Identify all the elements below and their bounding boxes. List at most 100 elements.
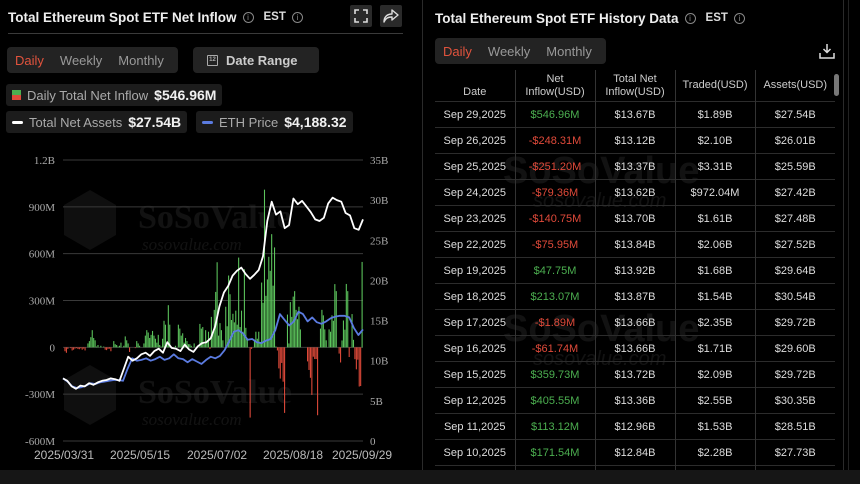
cell-net-inflow: $213.07M [515,283,596,310]
tab-monthly[interactable]: Monthly [118,52,164,68]
table-row[interactable]: Sep 17,2025 -$1.89M $13.66B $2.35B $29.72B [435,309,835,336]
inflow-bar [282,347,284,382]
watermark-site: sosovalue.com [142,410,242,429]
inflow-bar [265,295,267,348]
table-row[interactable]: Sep 16,2025 -$61.74M $13.66B $1.71B $29.60B [435,335,835,362]
col-header-net-inflow[interactable]: Net Inflow(USD) [515,70,596,102]
cell-date: Sep 24,2025 [435,179,516,206]
table-row[interactable]: Sep 29,2025 $546.96M $13.67B $1.89B $27.54B [435,101,835,128]
table-row[interactable]: Sep 10,2025 $171.54M $12.84B $2.28B $27.73B [435,439,835,466]
y-right-tick: 5B [370,396,383,408]
table-row[interactable]: Sep 15,2025 $359.73M $13.72B $2.09B $29.72B [435,361,835,388]
tab-monthly[interactable]: Monthly [546,43,592,59]
inflow-bar [238,257,240,348]
inflow-bar [325,340,327,348]
inflow-bar [153,335,155,348]
cell-net-inflow: $171.54M [515,439,596,466]
x-tick-label: 2025/08/18 [263,448,324,462]
inflow-bar [298,306,300,348]
cell-assets: $28.51B [755,413,835,440]
inflow-bar [139,345,141,348]
inflow-bar [84,347,86,351]
inflow-bar [209,347,211,349]
inflow-bar [284,347,286,413]
date-range-button[interactable]: 12 Date Range [193,47,319,73]
cell-date: Sep 23,2025 [435,205,516,232]
legend-value: $4,188.32 [284,114,347,130]
info-icon[interactable]: i [684,12,696,24]
col-header-assets[interactable]: Assets(USD) [763,78,828,91]
right-edge [848,0,860,470]
cell-date: Sep 18,2025 [435,283,516,310]
table-row[interactable]: Sep 9,2025$44.16M$12.67B$1.29B$27.39B [435,465,835,470]
table-row[interactable]: Sep 23,2025 -$140.75M $13.70B $1.61B $27.48B [435,205,835,232]
history-table: Date Net Inflow(USD) Total Net Inflow(USD)… [435,70,835,470]
table-row[interactable]: Sep 11,2025 $113.12M $12.96B $1.53B $28.51B [435,413,835,440]
y-right-tick: 20B [370,275,388,287]
inflow-bar [255,331,257,348]
net-inflow-chart[interactable]: SoSoValuesosovalue.comSoSoValuesosovalue… [0,140,410,450]
inflow-bar [149,337,151,348]
inflow-bar [220,330,222,348]
tab-weekly[interactable]: Weekly [487,43,531,59]
inflow-bar [144,335,146,348]
cell-net-inflow: -$75.95M [515,231,596,258]
inflow-bar [263,189,266,348]
inflow-bar [113,341,115,348]
tab-daily[interactable]: Daily [443,43,472,59]
cell-assets: $27.39B [755,465,835,470]
col-header-date[interactable]: Date [435,70,516,102]
cell-date: Sep 15,2025 [435,361,516,388]
table-row[interactable]: Sep 25,2025 -$251.20M $13.37B $3.31B $25.59B [435,153,835,180]
inflow-bar [340,347,342,363]
inflow-bar [228,275,230,348]
cell-assets: $29.72B [755,361,835,388]
table-header-row: Date Net Inflow(USD) Total Net Inflow(USD)… [435,70,835,102]
cell-assets: $25.59B [755,153,835,180]
table-scrollbar[interactable] [834,74,839,96]
tab-daily[interactable]: Daily [15,52,44,68]
net-assets-swatch-icon [12,120,23,124]
cell-total-net-inflow: $12.67B [595,465,676,470]
table-row[interactable]: Sep 12,2025 $405.55M $13.36B $2.55B $30.35B [435,387,835,414]
inflow-bar [78,347,80,350]
download-icon[interactable] [819,43,835,59]
legend-daily-inflow[interactable]: Daily Total Net Inflow $546.96M [6,84,223,106]
table-row[interactable]: Sep 26,2025 -$248.31M $13.12B $2.10B $26.01B [435,127,835,154]
cell-total-net-inflow: $13.66B [595,309,676,336]
cell-net-inflow: -$1.89M [515,309,596,336]
timezone-info-icon[interactable]: i [733,12,745,24]
x-tick-label: 2025/09/29 [332,448,393,462]
info-icon[interactable]: i [242,11,254,23]
inflow-bar [219,323,221,348]
tab-weekly[interactable]: Weekly [59,52,103,68]
cell-traded: $2.06B [675,231,756,258]
inflow-bar [271,234,273,348]
cell-net-inflow: -$251.20M [515,153,596,180]
cell-date: Sep 17,2025 [435,309,516,336]
cell-date: Sep 16,2025 [435,335,516,362]
table-row[interactable]: Sep 24,2025 -$79.36M $13.62B $972.04M $27.42… [435,179,835,206]
inflow-bar [182,333,184,348]
timezone-info-icon[interactable]: i [291,11,303,23]
legend-eth-price[interactable]: ETH Price $4,188.32 [196,111,353,133]
inflow-bar [331,315,333,348]
inflow-bar [344,329,346,348]
inflow-bar [206,340,208,348]
fullscreen-button[interactable] [350,5,372,27]
cell-assets: $27.52B [755,231,835,258]
inflow-bar [296,319,299,348]
inflow-bar [205,330,207,348]
col-header-traded[interactable]: Traded(USD) [675,70,756,102]
inflow-bar [230,320,233,348]
inflow-bar [307,347,309,362]
inflow-bar [156,342,158,348]
table-row[interactable]: Sep 18,2025 $213.07M $13.87B $1.54B $30.54B [435,283,835,310]
table-row[interactable]: Sep 19,2025 $47.75M $13.92B $1.68B $29.64B [435,257,835,284]
history-table-container[interactable]: Date Net Inflow(USD) Total Net Inflow(USD)… [435,70,835,470]
table-row[interactable]: Sep 22,2025 -$75.95M $13.84B $2.06B $27.52B [435,231,835,258]
legend-value: $546.96M [154,87,217,103]
legend-net-assets[interactable]: Total Net Assets $27.54B [6,111,188,133]
col-header-total-net-inflow[interactable]: Total Net Inflow(USD) [595,70,676,102]
share-button[interactable] [380,5,402,27]
